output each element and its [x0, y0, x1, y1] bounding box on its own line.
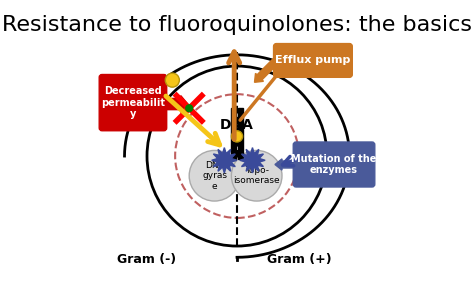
Text: Resistance to fluoroquinolones: the basics: Resistance to fluoroquinolones: the basi… — [2, 15, 472, 36]
Circle shape — [186, 105, 192, 112]
FancyBboxPatch shape — [99, 74, 167, 131]
Text: Gram (-): Gram (-) — [118, 253, 177, 266]
Polygon shape — [240, 148, 265, 173]
Text: Topo-
isomerase: Topo- isomerase — [233, 166, 280, 185]
Polygon shape — [212, 148, 237, 173]
FancyBboxPatch shape — [238, 108, 244, 159]
Text: DNA: DNA — [220, 118, 254, 132]
Text: Mutation of the
enzymes: Mutation of the enzymes — [292, 154, 377, 175]
Circle shape — [231, 151, 282, 201]
FancyArrow shape — [275, 159, 296, 170]
FancyBboxPatch shape — [273, 43, 352, 77]
FancyBboxPatch shape — [293, 142, 375, 187]
Text: Gram (+): Gram (+) — [266, 253, 331, 266]
FancyArrow shape — [164, 96, 188, 112]
Circle shape — [165, 73, 179, 87]
Text: DNA
gyras
e: DNA gyras e — [202, 161, 227, 191]
Circle shape — [189, 151, 240, 201]
Text: Decreased
permeabilit
y: Decreased permeabilit y — [101, 86, 165, 119]
FancyBboxPatch shape — [230, 108, 236, 159]
Text: Efflux pump: Efflux pump — [275, 55, 351, 65]
Circle shape — [231, 131, 243, 142]
FancyArrow shape — [255, 58, 279, 82]
